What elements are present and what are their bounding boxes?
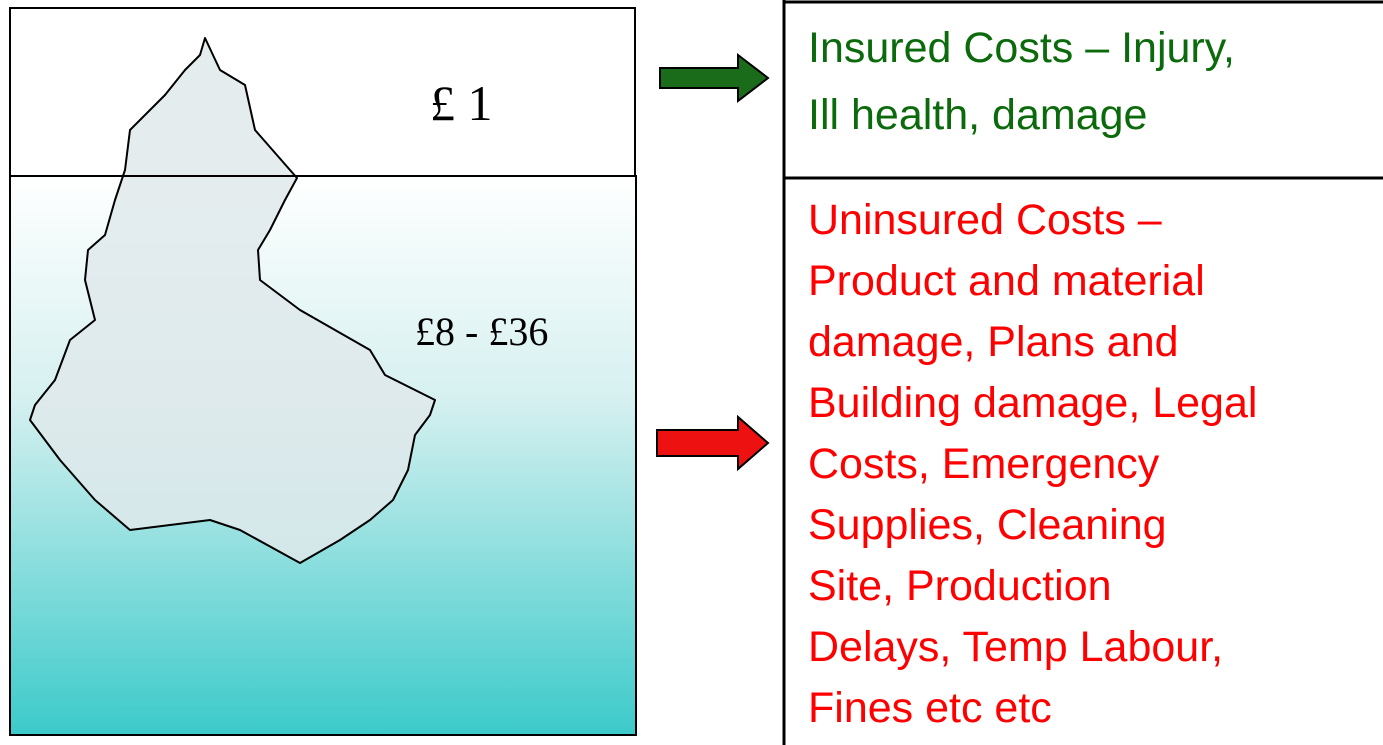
text-line: Supplies, Cleaning bbox=[808, 501, 1167, 549]
text-line: Costs, Emergency bbox=[808, 440, 1160, 488]
text-line: Insured Costs – Injury, bbox=[808, 24, 1235, 72]
text-line: Site, Production bbox=[808, 562, 1112, 610]
text-line: Product and material bbox=[808, 257, 1205, 305]
insured-text: Insured Costs – Injury, Ill health, damag… bbox=[808, 24, 1235, 139]
red-arrow bbox=[657, 417, 768, 469]
text-line: Ill health, damage bbox=[808, 91, 1147, 139]
above-label: £ 1 bbox=[430, 75, 493, 131]
green-arrow bbox=[660, 55, 768, 101]
text-line: Building damage, Legal bbox=[808, 379, 1257, 427]
text-line: Uninsured Costs – bbox=[808, 196, 1162, 244]
above-water-box bbox=[10, 8, 635, 176]
text-line: Delays, Temp Labour, bbox=[808, 623, 1223, 671]
uninsured-text: Uninsured Costs – Product and material dam… bbox=[808, 196, 1257, 732]
diagram: £ 1 £8 - £36 Insured Costs – Injury, Ill … bbox=[0, 0, 1383, 745]
text-line: damage, Plans and bbox=[808, 318, 1179, 366]
below-label: £8 - £36 bbox=[415, 309, 548, 354]
text-line: Fines etc etc bbox=[808, 684, 1052, 732]
page: {"iceberg": {"above_label": "£ 1", "belo… bbox=[0, 0, 1383, 745]
